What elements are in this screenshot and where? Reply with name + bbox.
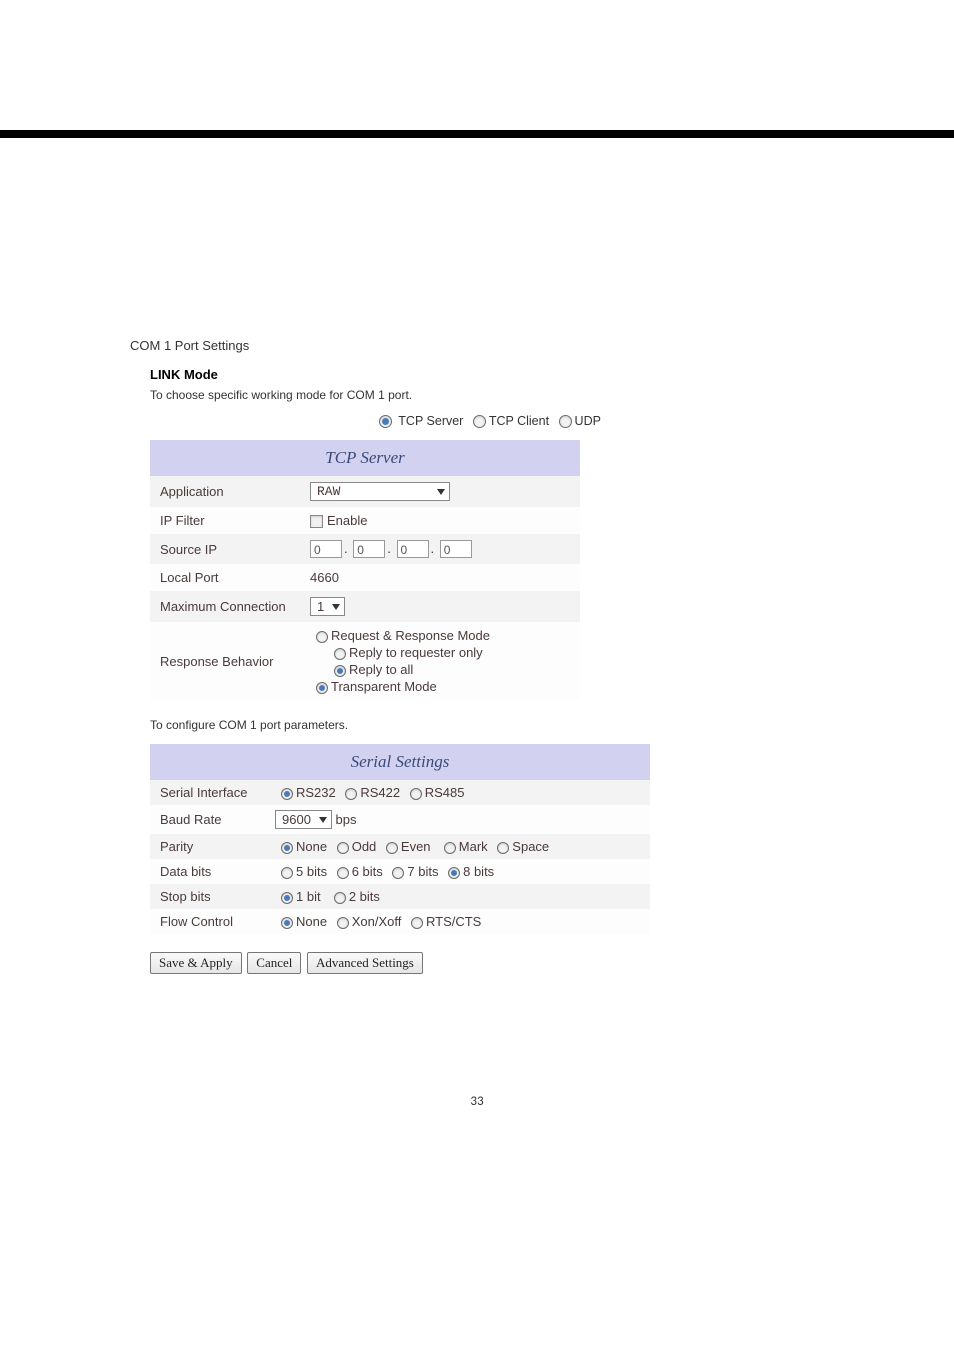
label-7bits: 7 bits: [407, 864, 438, 879]
label-baud-rate: Baud Rate: [150, 805, 265, 834]
advanced-settings-button[interactable]: Advanced Settings: [307, 952, 423, 974]
radio-parity-space[interactable]: [497, 842, 509, 854]
radio-flow-xon[interactable]: [337, 917, 349, 929]
label-parity-mark: Mark: [459, 839, 488, 854]
select-baud-value: 9600: [282, 812, 311, 827]
ip-octet-1[interactable]: 0: [310, 540, 342, 558]
label-enable: Enable: [327, 513, 367, 528]
label-ip-filter: IP Filter: [150, 507, 300, 534]
chevron-down-icon: [437, 489, 445, 495]
label-flow-none: None: [296, 914, 327, 929]
page-title: COM 1 Port Settings: [130, 338, 824, 353]
tcp-server-panel: TCP Server Application RAW IP Filter Ena…: [150, 440, 580, 700]
label-parity-even: Even: [401, 839, 431, 854]
link-mode-desc: To choose specific working mode for COM …: [150, 388, 824, 402]
radio-tcp-client[interactable]: [473, 415, 486, 428]
link-mode-options: TCP Server TCP Client UDP: [150, 414, 824, 428]
label-transparent-mode: Transparent Mode: [331, 679, 437, 694]
radio-5bits[interactable]: [281, 867, 293, 879]
label-parity-space: Space: [512, 839, 549, 854]
page-content: COM 1 Port Settings LINK Mode To choose …: [0, 138, 954, 1149]
label-tcp-client: TCP Client: [489, 414, 549, 428]
radio-6bits[interactable]: [337, 867, 349, 879]
label-8bits: 8 bits: [463, 864, 494, 879]
save-apply-button[interactable]: Save & Apply: [150, 952, 242, 974]
radio-parity-odd[interactable]: [337, 842, 349, 854]
ip-octet-2[interactable]: 0: [353, 540, 385, 558]
label-tcp-server: TCP Server: [398, 414, 463, 428]
radio-8bits[interactable]: [448, 867, 460, 879]
label-reply-all: Reply to all: [349, 662, 413, 677]
radio-rs422[interactable]: [345, 788, 357, 800]
value-local-port: 4660: [300, 564, 580, 591]
label-1bit: 1 bit: [296, 889, 321, 904]
label-response-behavior: Response Behavior: [150, 622, 300, 700]
label-application: Application: [150, 476, 300, 507]
tcp-server-panel-title: TCP Server: [150, 440, 580, 476]
label-rs485: RS485: [425, 785, 465, 800]
label-source-ip: Source IP: [150, 534, 300, 564]
link-mode-heading: LINK Mode: [150, 367, 824, 382]
label-flow-control: Flow Control: [150, 909, 265, 934]
radio-1bit[interactable]: [281, 892, 293, 904]
radio-7bits[interactable]: [392, 867, 404, 879]
ip-octet-4[interactable]: 0: [440, 540, 472, 558]
label-local-port: Local Port: [150, 564, 300, 591]
select-application[interactable]: RAW: [310, 482, 450, 501]
label-serial-interface: Serial Interface: [150, 780, 265, 805]
label-flow-rts: RTS/CTS: [426, 914, 481, 929]
radio-parity-none[interactable]: [281, 842, 293, 854]
label-rs232: RS232: [296, 785, 336, 800]
label-5bits: 5 bits: [296, 864, 327, 879]
response-behavior-options: Request & Response Mode Reply to request…: [300, 622, 580, 700]
top-black-bar: [0, 130, 954, 138]
select-max-connection[interactable]: 1: [310, 597, 345, 616]
chevron-down-icon: [332, 604, 340, 610]
radio-reply-all[interactable]: [334, 665, 346, 677]
label-data-bits: Data bits: [150, 859, 265, 884]
button-row: Save & Apply Cancel Advanced Settings: [150, 952, 824, 974]
label-reply-requester: Reply to requester only: [349, 645, 483, 660]
radio-parity-mark[interactable]: [444, 842, 456, 854]
label-stop-bits: Stop bits: [150, 884, 265, 909]
ip-octet-3[interactable]: 0: [397, 540, 429, 558]
radio-parity-even[interactable]: [386, 842, 398, 854]
serial-settings-title: Serial Settings: [150, 744, 650, 780]
radio-reply-requester[interactable]: [334, 648, 346, 660]
label-flow-xon: Xon/Xoff: [352, 914, 402, 929]
label-bps: bps: [336, 812, 357, 827]
label-parity-odd: Odd: [352, 839, 377, 854]
radio-flow-rts[interactable]: [411, 917, 423, 929]
radio-2bits[interactable]: [334, 892, 346, 904]
label-max-connection: Maximum Connection: [150, 591, 300, 622]
label-parity: Parity: [150, 834, 265, 859]
select-baud-rate[interactable]: 9600: [275, 810, 332, 829]
cancel-button[interactable]: Cancel: [247, 952, 301, 974]
source-ip-inputs: 0. 0. 0. 0: [300, 534, 580, 564]
serial-desc: To configure COM 1 port parameters.: [130, 718, 824, 732]
label-rs422: RS422: [360, 785, 400, 800]
radio-flow-none[interactable]: [281, 917, 293, 929]
select-application-value: RAW: [317, 484, 340, 499]
page-number: 33: [130, 1094, 824, 1109]
label-req-resp-mode: Request & Response Mode: [331, 628, 490, 643]
select-max-connection-value: 1: [317, 599, 324, 614]
label-udp: UDP: [575, 414, 601, 428]
label-2bits: 2 bits: [349, 889, 380, 904]
radio-tcp-server[interactable]: [379, 415, 392, 428]
serial-settings-panel: Serial Settings Serial Interface RS232 R…: [150, 744, 650, 934]
checkbox-ip-filter-enable[interactable]: [310, 515, 323, 528]
radio-transparent-mode[interactable]: [316, 682, 328, 694]
radio-rs232[interactable]: [281, 788, 293, 800]
radio-req-resp-mode[interactable]: [316, 631, 328, 643]
radio-udp[interactable]: [559, 415, 572, 428]
radio-rs485[interactable]: [410, 788, 422, 800]
label-6bits: 6 bits: [352, 864, 383, 879]
chevron-down-icon: [319, 817, 327, 823]
label-parity-none: None: [296, 839, 327, 854]
